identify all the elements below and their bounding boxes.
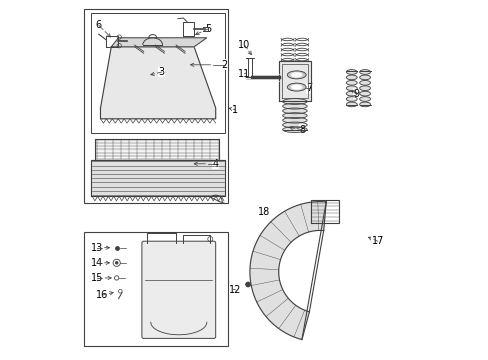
Ellipse shape [359, 102, 370, 107]
Ellipse shape [291, 85, 302, 89]
Ellipse shape [359, 91, 370, 96]
FancyBboxPatch shape [142, 241, 215, 338]
Ellipse shape [291, 73, 302, 77]
Text: 8: 8 [299, 125, 305, 135]
Ellipse shape [359, 75, 370, 80]
Text: 6: 6 [96, 20, 102, 30]
Ellipse shape [287, 71, 305, 79]
Ellipse shape [282, 122, 306, 128]
Text: 18: 18 [258, 207, 270, 217]
Text: 7: 7 [305, 83, 312, 93]
Ellipse shape [346, 70, 356, 74]
Ellipse shape [282, 99, 306, 104]
Ellipse shape [359, 97, 370, 101]
Polygon shape [278, 61, 310, 101]
Polygon shape [101, 47, 215, 119]
Circle shape [245, 282, 250, 287]
Text: 4: 4 [212, 159, 218, 169]
Ellipse shape [346, 102, 356, 107]
Text: 1: 1 [232, 105, 238, 115]
Polygon shape [95, 139, 219, 160]
Circle shape [115, 261, 118, 264]
Ellipse shape [282, 103, 306, 109]
Text: 11: 11 [238, 69, 250, 79]
Text: 15: 15 [91, 273, 103, 283]
Polygon shape [91, 160, 224, 196]
Ellipse shape [359, 86, 370, 90]
Ellipse shape [282, 108, 306, 114]
Text: 10: 10 [238, 40, 250, 50]
Text: 16: 16 [96, 290, 108, 300]
Polygon shape [111, 38, 206, 47]
Ellipse shape [359, 70, 370, 74]
Ellipse shape [282, 117, 306, 123]
Bar [84, 232, 228, 346]
Text: 17: 17 [371, 236, 383, 246]
Text: 5: 5 [205, 24, 211, 34]
Bar [84, 9, 228, 203]
Ellipse shape [346, 75, 356, 80]
Text: 12: 12 [229, 285, 241, 295]
Text: 2: 2 [221, 60, 227, 70]
Ellipse shape [346, 97, 356, 101]
Ellipse shape [287, 83, 305, 91]
Ellipse shape [359, 81, 370, 85]
Bar [91, 13, 224, 133]
Text: 3: 3 [158, 67, 164, 77]
Ellipse shape [346, 86, 356, 90]
Ellipse shape [346, 91, 356, 96]
Text: 13: 13 [91, 243, 103, 253]
Ellipse shape [346, 81, 356, 85]
Ellipse shape [282, 113, 306, 118]
Text: 9: 9 [352, 89, 358, 99]
Text: 14: 14 [91, 258, 103, 268]
Polygon shape [249, 202, 325, 339]
Ellipse shape [282, 127, 306, 132]
